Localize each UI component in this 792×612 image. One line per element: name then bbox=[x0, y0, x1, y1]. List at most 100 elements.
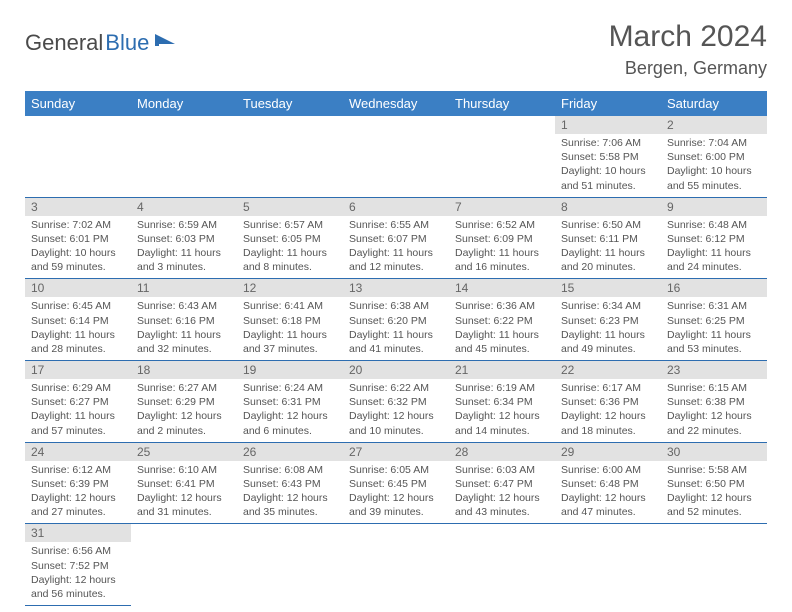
day-number: 1 bbox=[555, 116, 661, 134]
daylight-text: Daylight: 11 hours and 53 minutes. bbox=[667, 328, 761, 356]
sunset-text: Sunset: 6:09 PM bbox=[455, 232, 549, 246]
blank-cell bbox=[237, 116, 343, 197]
day-number: 21 bbox=[449, 361, 555, 379]
sunrise-text: Sunrise: 6:38 AM bbox=[349, 299, 443, 313]
day-cell-20: 20Sunrise: 6:22 AMSunset: 6:32 PMDayligh… bbox=[343, 361, 449, 443]
blank-cell bbox=[131, 116, 237, 197]
day-details: Sunrise: 6:48 AMSunset: 6:12 PMDaylight:… bbox=[661, 216, 767, 279]
day-details: Sunrise: 6:05 AMSunset: 6:45 PMDaylight:… bbox=[343, 461, 449, 524]
sunrise-text: Sunrise: 6:45 AM bbox=[31, 299, 125, 313]
sunset-text: Sunset: 7:52 PM bbox=[31, 559, 125, 573]
sunrise-text: Sunrise: 6:08 AM bbox=[243, 463, 337, 477]
day-number: 23 bbox=[661, 361, 767, 379]
day-cell-8: 8Sunrise: 6:50 AMSunset: 6:11 PMDaylight… bbox=[555, 197, 661, 279]
day-cell-16: 16Sunrise: 6:31 AMSunset: 6:25 PMDayligh… bbox=[661, 279, 767, 361]
sunrise-text: Sunrise: 7:04 AM bbox=[667, 136, 761, 150]
daylight-text: Daylight: 12 hours and 27 minutes. bbox=[31, 491, 125, 519]
weekday-friday: Friday bbox=[555, 91, 661, 116]
sunset-text: Sunset: 6:31 PM bbox=[243, 395, 337, 409]
day-details: Sunrise: 6:36 AMSunset: 6:22 PMDaylight:… bbox=[449, 297, 555, 360]
weekday-header-row: SundayMondayTuesdayWednesdayThursdayFrid… bbox=[25, 91, 767, 116]
weekday-wednesday: Wednesday bbox=[343, 91, 449, 116]
sunrise-text: Sunrise: 6:27 AM bbox=[137, 381, 231, 395]
day-cell-24: 24Sunrise: 6:12 AMSunset: 6:39 PMDayligh… bbox=[25, 442, 131, 524]
day-cell-1: 1Sunrise: 7:06 AMSunset: 5:58 PMDaylight… bbox=[555, 116, 661, 197]
day-details: Sunrise: 6:08 AMSunset: 6:43 PMDaylight:… bbox=[237, 461, 343, 524]
sunset-text: Sunset: 6:27 PM bbox=[31, 395, 125, 409]
day-details: Sunrise: 6:41 AMSunset: 6:18 PMDaylight:… bbox=[237, 297, 343, 360]
day-number: 20 bbox=[343, 361, 449, 379]
blank-cell bbox=[25, 116, 131, 197]
day-details: Sunrise: 6:00 AMSunset: 6:48 PMDaylight:… bbox=[555, 461, 661, 524]
day-cell-23: 23Sunrise: 6:15 AMSunset: 6:38 PMDayligh… bbox=[661, 361, 767, 443]
day-details: Sunrise: 5:58 AMSunset: 6:50 PMDaylight:… bbox=[661, 461, 767, 524]
day-details: Sunrise: 6:22 AMSunset: 6:32 PMDaylight:… bbox=[343, 379, 449, 442]
weekday-tuesday: Tuesday bbox=[237, 91, 343, 116]
weekday-sunday: Sunday bbox=[25, 91, 131, 116]
day-cell-26: 26Sunrise: 6:08 AMSunset: 6:43 PMDayligh… bbox=[237, 442, 343, 524]
day-details: Sunrise: 6:56 AMSunset: 7:52 PMDaylight:… bbox=[25, 542, 131, 605]
logo-flag-icon bbox=[155, 28, 177, 54]
daylight-text: Daylight: 11 hours and 45 minutes. bbox=[455, 328, 549, 356]
weekday-monday: Monday bbox=[131, 91, 237, 116]
day-number: 18 bbox=[131, 361, 237, 379]
sunrise-text: Sunrise: 5:58 AM bbox=[667, 463, 761, 477]
daylight-text: Daylight: 10 hours and 59 minutes. bbox=[31, 246, 125, 274]
daylight-text: Daylight: 12 hours and 35 minutes. bbox=[243, 491, 337, 519]
sunrise-text: Sunrise: 6:36 AM bbox=[455, 299, 549, 313]
sunset-text: Sunset: 6:12 PM bbox=[667, 232, 761, 246]
day-number: 27 bbox=[343, 443, 449, 461]
day-details: Sunrise: 6:57 AMSunset: 6:05 PMDaylight:… bbox=[237, 216, 343, 279]
sunset-text: Sunset: 6:34 PM bbox=[455, 395, 549, 409]
blank-cell bbox=[661, 524, 767, 606]
day-cell-29: 29Sunrise: 6:00 AMSunset: 6:48 PMDayligh… bbox=[555, 442, 661, 524]
logo-text-2: Blue bbox=[105, 30, 149, 56]
daylight-text: Daylight: 10 hours and 51 minutes. bbox=[561, 164, 655, 192]
sunset-text: Sunset: 6:01 PM bbox=[31, 232, 125, 246]
day-cell-15: 15Sunrise: 6:34 AMSunset: 6:23 PMDayligh… bbox=[555, 279, 661, 361]
day-cell-10: 10Sunrise: 6:45 AMSunset: 6:14 PMDayligh… bbox=[25, 279, 131, 361]
day-cell-7: 7Sunrise: 6:52 AMSunset: 6:09 PMDaylight… bbox=[449, 197, 555, 279]
day-number: 3 bbox=[25, 198, 131, 216]
sunrise-text: Sunrise: 6:19 AM bbox=[455, 381, 549, 395]
sunset-text: Sunset: 6:00 PM bbox=[667, 150, 761, 164]
day-details: Sunrise: 6:34 AMSunset: 6:23 PMDaylight:… bbox=[555, 297, 661, 360]
daylight-text: Daylight: 12 hours and 43 minutes. bbox=[455, 491, 549, 519]
sunset-text: Sunset: 6:18 PM bbox=[243, 314, 337, 328]
daylight-text: Daylight: 12 hours and 18 minutes. bbox=[561, 409, 655, 437]
day-details: Sunrise: 6:31 AMSunset: 6:25 PMDaylight:… bbox=[661, 297, 767, 360]
day-details: Sunrise: 6:12 AMSunset: 6:39 PMDaylight:… bbox=[25, 461, 131, 524]
day-number: 26 bbox=[237, 443, 343, 461]
sunset-text: Sunset: 6:23 PM bbox=[561, 314, 655, 328]
day-details: Sunrise: 6:17 AMSunset: 6:36 PMDaylight:… bbox=[555, 379, 661, 442]
sunrise-text: Sunrise: 6:52 AM bbox=[455, 218, 549, 232]
day-details: Sunrise: 6:45 AMSunset: 6:14 PMDaylight:… bbox=[25, 297, 131, 360]
daylight-text: Daylight: 12 hours and 22 minutes. bbox=[667, 409, 761, 437]
day-number: 12 bbox=[237, 279, 343, 297]
day-details: Sunrise: 6:29 AMSunset: 6:27 PMDaylight:… bbox=[25, 379, 131, 442]
sunrise-text: Sunrise: 6:57 AM bbox=[243, 218, 337, 232]
day-details: Sunrise: 6:55 AMSunset: 6:07 PMDaylight:… bbox=[343, 216, 449, 279]
daylight-text: Daylight: 11 hours and 16 minutes. bbox=[455, 246, 549, 274]
daylight-text: Daylight: 11 hours and 24 minutes. bbox=[667, 246, 761, 274]
sunset-text: Sunset: 6:05 PM bbox=[243, 232, 337, 246]
blank-cell bbox=[555, 524, 661, 606]
logo-text-1: General bbox=[25, 30, 103, 56]
sunset-text: Sunset: 6:32 PM bbox=[349, 395, 443, 409]
sunrise-text: Sunrise: 6:22 AM bbox=[349, 381, 443, 395]
sunset-text: Sunset: 6:48 PM bbox=[561, 477, 655, 491]
sunrise-text: Sunrise: 6:12 AM bbox=[31, 463, 125, 477]
day-number: 25 bbox=[131, 443, 237, 461]
day-cell-22: 22Sunrise: 6:17 AMSunset: 6:36 PMDayligh… bbox=[555, 361, 661, 443]
day-number: 29 bbox=[555, 443, 661, 461]
sunset-text: Sunset: 5:58 PM bbox=[561, 150, 655, 164]
blank-cell bbox=[343, 116, 449, 197]
daylight-text: Daylight: 11 hours and 49 minutes. bbox=[561, 328, 655, 356]
sunrise-text: Sunrise: 6:34 AM bbox=[561, 299, 655, 313]
day-details: Sunrise: 6:10 AMSunset: 6:41 PMDaylight:… bbox=[131, 461, 237, 524]
month-title: March 2024 bbox=[609, 20, 767, 54]
day-number: 5 bbox=[237, 198, 343, 216]
calendar-table: SundayMondayTuesdayWednesdayThursdayFrid… bbox=[25, 91, 767, 606]
sunrise-text: Sunrise: 6:15 AM bbox=[667, 381, 761, 395]
calendar-row: 10Sunrise: 6:45 AMSunset: 6:14 PMDayligh… bbox=[25, 279, 767, 361]
